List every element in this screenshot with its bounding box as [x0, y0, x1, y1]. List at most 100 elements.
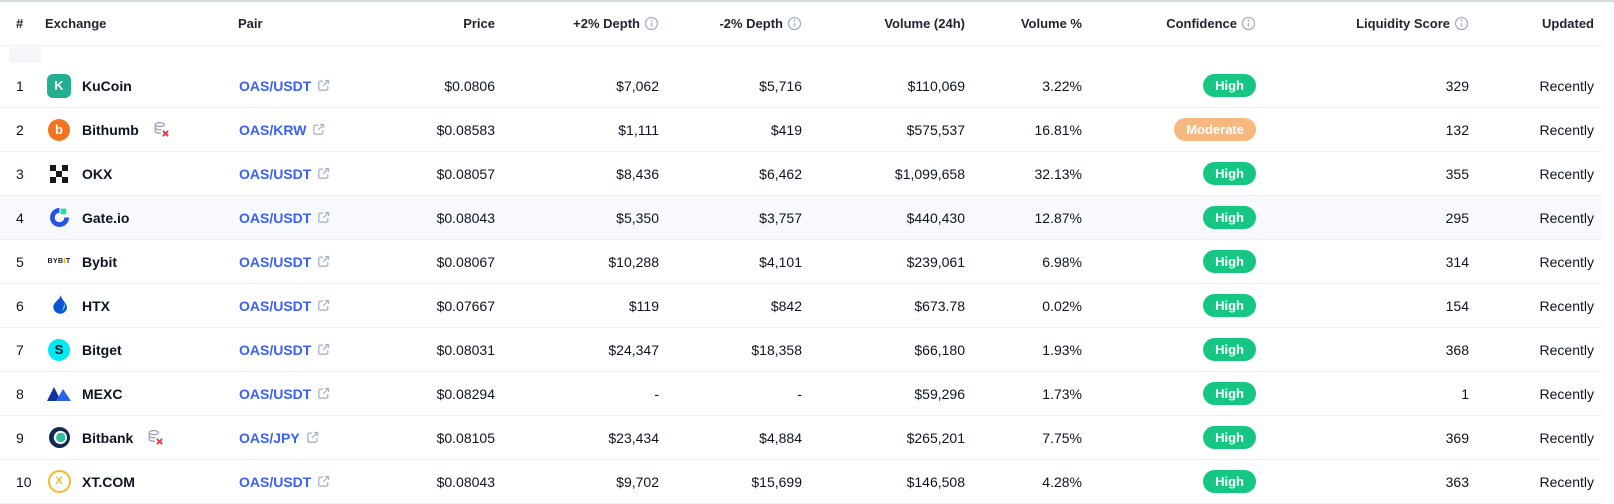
- exchange-cell: Bitbank: [40, 415, 230, 460]
- volume_24h-cell: $146,508: [810, 459, 973, 504]
- bybit-logo: BYBIT: [47, 258, 71, 265]
- exchange-name[interactable]: MEXC: [82, 385, 123, 402]
- horizontal-scrollbar[interactable]: [0, 0, 1614, 2]
- pair-link[interactable]: OAS/USDT: [239, 385, 312, 402]
- col-header-label: Volume (24h): [884, 16, 965, 31]
- exchange-cell: S Bitget: [40, 327, 230, 372]
- confidence-cell: High: [1090, 195, 1264, 240]
- info-icon[interactable]: [1454, 16, 1469, 31]
- confidence-badge: High: [1203, 73, 1256, 98]
- exchange-name[interactable]: XT.COM: [82, 473, 135, 490]
- exchange-row-gate-io: 4 Gate.io OAS/USDT $0.08043 $5,350 $3,757 $440…: [0, 195, 1602, 240]
- col-header-confidence[interactable]: Confidence: [1090, 2, 1264, 46]
- col-header-depth_minus[interactable]: -2% Depth: [667, 2, 810, 46]
- exchange-cell: K KuCoin: [40, 64, 230, 108]
- info-icon[interactable]: [644, 16, 659, 31]
- price-cell: $0.08067: [402, 239, 503, 284]
- col-header-price[interactable]: Price: [402, 2, 503, 46]
- pair-link[interactable]: OAS/USDT: [239, 297, 312, 314]
- volume_pct-cell: 32.13%: [973, 151, 1090, 196]
- confidence-cell: High: [1090, 239, 1264, 284]
- col-header-volume_pct[interactable]: Volume %: [973, 2, 1090, 46]
- pair-link[interactable]: OAS/USDT: [239, 209, 312, 226]
- exchange-name[interactable]: KuCoin: [82, 77, 132, 94]
- volume_24h-cell: $575,537: [810, 107, 973, 152]
- updated-cell: Recently: [1477, 239, 1602, 284]
- depth_plus-cell: $23,434: [503, 415, 667, 460]
- exchange-cell: HTX: [40, 283, 230, 328]
- col-header-label: +2% Depth: [573, 16, 640, 31]
- pair-link[interactable]: OAS/JPY: [239, 429, 300, 446]
- col-header-label: Confidence: [1166, 16, 1237, 31]
- external-link-icon: [313, 123, 325, 135]
- exchange-row-bitbank: 9 Bitbank OAS/JPY $0.08105 $23,434 $4,884 $265…: [0, 415, 1602, 460]
- depth_plus-cell: $5,350: [503, 195, 667, 240]
- pair-link[interactable]: OAS/USDT: [239, 77, 312, 94]
- rank-cell: 8: [0, 371, 40, 416]
- pair-link[interactable]: OAS/USDT: [239, 253, 312, 270]
- info-icon[interactable]: [787, 16, 802, 31]
- pair-link[interactable]: OAS/USDT: [239, 341, 312, 358]
- updated-cell: Recently: [1477, 459, 1602, 504]
- updated-cell: Recently: [1477, 195, 1602, 240]
- volume_24h-cell: $440,430: [810, 195, 973, 240]
- exchange-name[interactable]: Bitbank: [82, 429, 134, 446]
- pair-cell: OAS/USDT: [230, 64, 402, 108]
- volume_pct-cell: 0.02%: [973, 283, 1090, 328]
- exchange-name[interactable]: HTX: [82, 297, 110, 314]
- exchange-name[interactable]: Bithumb: [82, 121, 139, 138]
- col-header-exchange[interactable]: Exchange: [40, 2, 230, 46]
- confidence-badge: High: [1203, 337, 1256, 362]
- stale-data-icon[interactable]: [153, 121, 170, 138]
- exchange-cell: X XT.COM: [40, 459, 230, 504]
- pair-link[interactable]: OAS/KRW: [239, 121, 307, 138]
- okx-logo: [46, 164, 72, 184]
- updated-cell: Recently: [1477, 107, 1602, 152]
- depth_plus-cell: $9,702: [503, 459, 667, 504]
- col-header-pair[interactable]: Pair: [230, 2, 402, 46]
- depth_plus-cell: -: [503, 371, 667, 416]
- volume_24h-cell: $66,180: [810, 327, 973, 372]
- exchange-name[interactable]: Bitget: [82, 341, 122, 358]
- depth_minus-cell: $15,699: [667, 459, 810, 504]
- depth_minus-cell: $5,716: [667, 64, 810, 108]
- confidence-badge: High: [1203, 249, 1256, 274]
- confidence-badge: High: [1203, 293, 1256, 318]
- updated-cell: Recently: [1477, 64, 1602, 108]
- volume_pct-cell: 16.81%: [973, 107, 1090, 152]
- exchange-row-kucoin: 1 K KuCoin OAS/USDT $0.0806 $7,062 $5,716 $110,…: [0, 64, 1602, 108]
- bitget-logo: S: [46, 338, 72, 361]
- exchange-row-mexc: 8 MEXC OAS/USDT $0.08294- - $59,296 1.73% High 1…: [0, 371, 1602, 416]
- table-header-row: # Exchange Pair Price +2% Depth -2% Depth Volu…: [0, 2, 1602, 46]
- col-header-label: Price: [463, 16, 495, 31]
- col-header-label: Liquidity Score: [1356, 16, 1450, 31]
- col-header-liquidity[interactable]: Liquidity Score: [1264, 2, 1477, 46]
- exchange-name[interactable]: Gate.io: [82, 209, 130, 226]
- stale-data-icon[interactable]: [147, 429, 164, 446]
- updated-cell: Recently: [1477, 371, 1602, 416]
- liquidity-cell: 132: [1264, 107, 1477, 152]
- pair-cell: OAS/USDT: [230, 195, 402, 240]
- pair-link[interactable]: OAS/USDT: [239, 165, 312, 182]
- updated-cell: Recently: [1477, 283, 1602, 328]
- col-header-label: #: [16, 16, 24, 31]
- col-header-depth_plus[interactable]: +2% Depth: [503, 2, 667, 46]
- confidence-cell: High: [1090, 283, 1264, 328]
- col-header-label: Volume %: [1020, 16, 1082, 31]
- price-cell: $0.08105: [402, 415, 503, 460]
- external-link-icon: [318, 343, 330, 355]
- price-cell: $0.08583: [402, 107, 503, 152]
- rank-cell: 6: [0, 283, 40, 328]
- exchange-name[interactable]: OKX: [82, 165, 113, 182]
- pair-link[interactable]: OAS/USDT: [239, 473, 312, 490]
- rank-cell: 9: [0, 415, 40, 460]
- liquidity-cell: 369: [1264, 415, 1477, 460]
- price-cell: $0.0806: [402, 64, 503, 108]
- col-header-volume_24h[interactable]: Volume (24h): [810, 2, 973, 46]
- exchange-name[interactable]: Bybit: [82, 253, 117, 270]
- volume_24h-cell: $1,099,658: [810, 151, 973, 196]
- col-header-rank[interactable]: #: [0, 2, 40, 46]
- info-icon[interactable]: [1241, 16, 1256, 31]
- col-header-updated[interactable]: Updated: [1477, 2, 1602, 46]
